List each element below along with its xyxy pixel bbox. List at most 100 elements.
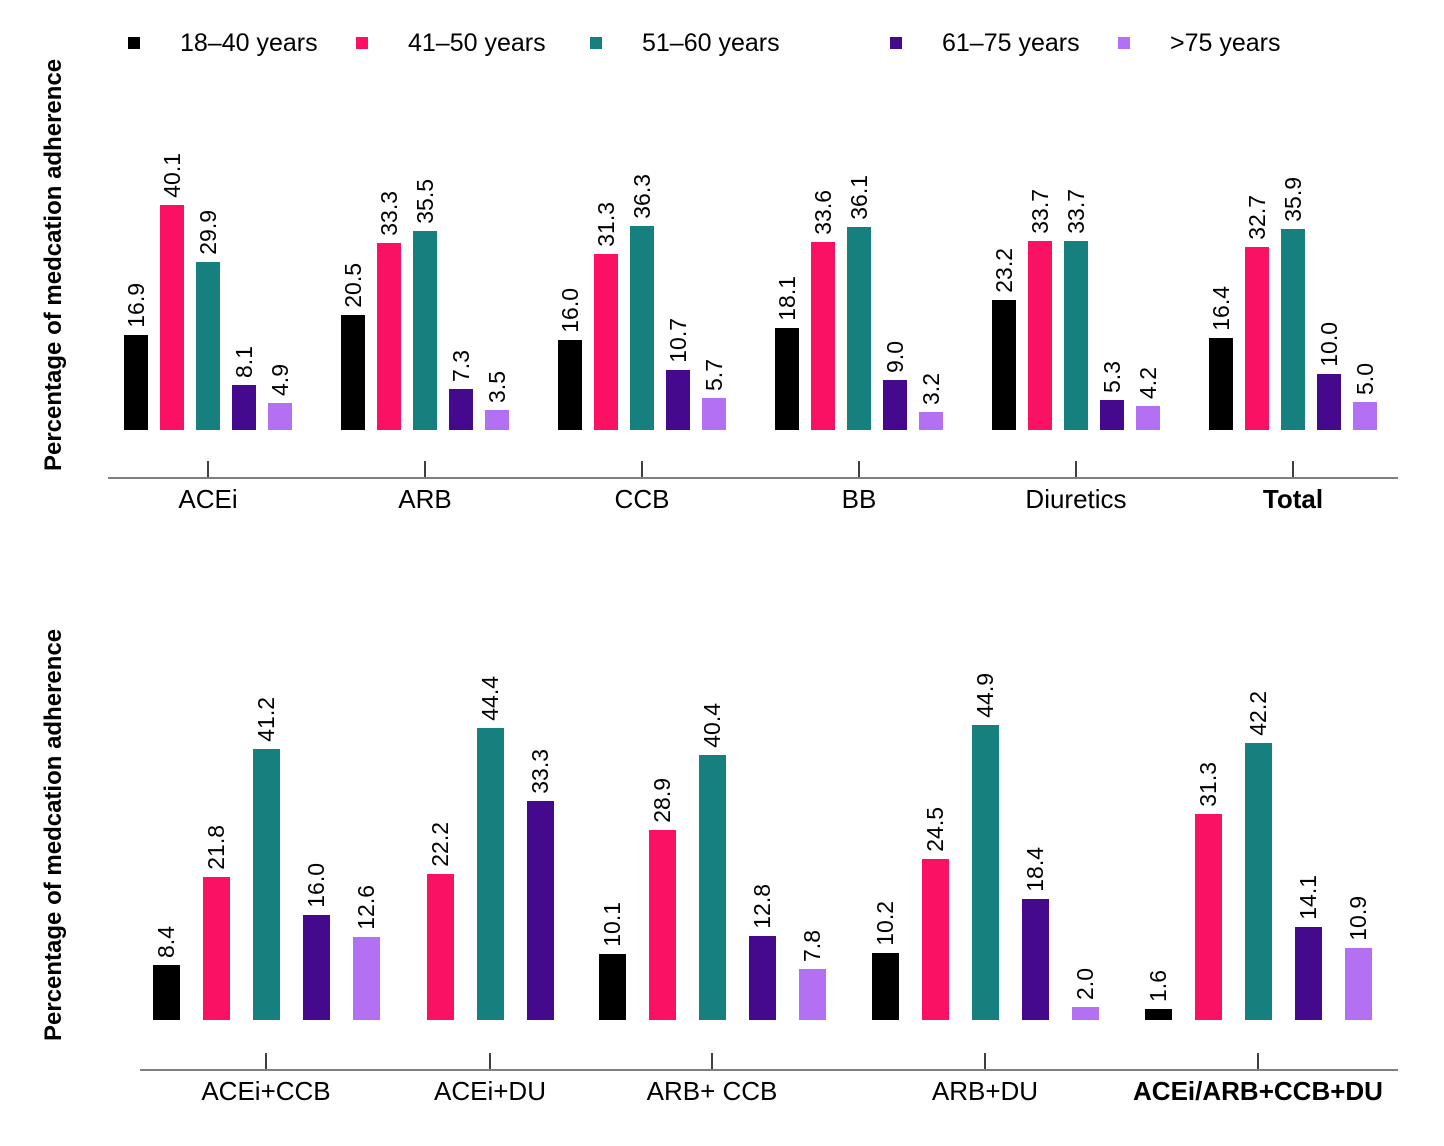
bar-value-label: 4.2 bbox=[1135, 367, 1161, 399]
bar bbox=[1209, 338, 1233, 430]
bar bbox=[160, 205, 184, 430]
bar-value-label: 22.2 bbox=[427, 822, 453, 867]
bar bbox=[702, 398, 726, 430]
category-label: ACEi+CCB bbox=[201, 1076, 331, 1106]
bar bbox=[1021, 899, 1049, 1020]
bar bbox=[630, 226, 654, 430]
bar-value-label: 23.2 bbox=[991, 248, 1017, 293]
bar-value-label: 8.1 bbox=[231, 346, 257, 378]
bar-value-label: 32.7 bbox=[1244, 195, 1270, 240]
bar-value-label: 36.1 bbox=[846, 175, 872, 220]
bar-value-label: 44.4 bbox=[477, 676, 503, 721]
category-label: ACEi bbox=[178, 484, 238, 514]
bar-value-label: 14.1 bbox=[1295, 875, 1321, 920]
legend-item-label: 41–50 years bbox=[408, 28, 546, 57]
legend-item: >75 years bbox=[1118, 29, 1281, 57]
bar-value-label: 10.7 bbox=[665, 318, 691, 363]
bar bbox=[1344, 948, 1372, 1020]
category-label: ARB+ CCB bbox=[646, 1076, 778, 1106]
x-axis-line bbox=[108, 477, 1398, 479]
bar bbox=[1136, 406, 1160, 430]
bar-value-label: 16.0 bbox=[303, 863, 329, 908]
bar-value-label: 18.4 bbox=[1022, 847, 1048, 892]
bar-value-label: 10.9 bbox=[1345, 896, 1371, 941]
bar-value-label: 20.5 bbox=[340, 263, 366, 308]
bar bbox=[811, 242, 835, 430]
bar bbox=[352, 937, 380, 1020]
bar bbox=[232, 385, 256, 430]
bar bbox=[152, 965, 180, 1020]
legend-swatch bbox=[890, 37, 902, 49]
bar-value-label: 10.1 bbox=[599, 902, 625, 947]
bar bbox=[992, 300, 1016, 430]
category-label: BB bbox=[841, 484, 877, 514]
bar-value-label: 5.0 bbox=[1352, 363, 1378, 395]
axis-tick bbox=[489, 1053, 491, 1069]
bar bbox=[971, 725, 999, 1020]
category-label: ACEi/ARB+CCB+DU bbox=[1133, 1076, 1383, 1106]
bar bbox=[698, 755, 726, 1020]
bar-value-label: 35.5 bbox=[412, 179, 438, 224]
bar-value-label: 33.3 bbox=[376, 191, 402, 236]
bar-value-label: 33.6 bbox=[810, 190, 836, 235]
bar bbox=[1294, 927, 1322, 1020]
legend-item: 18–40 years bbox=[128, 29, 318, 57]
axis-tick bbox=[711, 1053, 713, 1069]
legend-swatch bbox=[1118, 37, 1130, 49]
bar bbox=[196, 262, 220, 430]
x-axis-line bbox=[140, 1069, 1398, 1071]
legend-swatch bbox=[356, 37, 368, 49]
bar-value-label: 5.3 bbox=[1099, 361, 1125, 393]
bar-value-label: 41.2 bbox=[253, 697, 279, 742]
bar bbox=[202, 877, 230, 1020]
bar-value-label: 5.7 bbox=[701, 359, 727, 391]
bar bbox=[883, 380, 907, 430]
category-label: Diuretics bbox=[1025, 484, 1127, 514]
legend-item-label: 51–60 years bbox=[642, 28, 780, 57]
bar-value-label: 29.9 bbox=[195, 210, 221, 255]
axis-tick bbox=[641, 461, 643, 477]
bar-value-label: 10.0 bbox=[1316, 322, 1342, 367]
bar-value-label: 42.2 bbox=[1245, 691, 1271, 736]
bar bbox=[476, 728, 504, 1020]
y-axis-label-bottom: Percentage of medcation adherence bbox=[40, 628, 67, 1042]
y-axis-label-top: Percentage of medcation adherence bbox=[40, 58, 67, 472]
bar bbox=[526, 801, 554, 1020]
axis-tick bbox=[265, 1053, 267, 1069]
bar-value-label: 28.9 bbox=[649, 778, 675, 823]
bar-value-label: 12.6 bbox=[353, 885, 379, 930]
bar-value-label: 33.3 bbox=[527, 749, 553, 794]
axis-tick bbox=[1075, 461, 1077, 477]
bar bbox=[1194, 814, 1222, 1020]
axis-tick bbox=[984, 1053, 986, 1069]
axis-tick bbox=[424, 461, 426, 477]
bar-value-label: 10.2 bbox=[872, 901, 898, 946]
category-label: ARB bbox=[398, 484, 452, 514]
bar bbox=[1353, 402, 1377, 430]
bar-value-label: 31.3 bbox=[593, 202, 619, 247]
bar-value-label: 24.5 bbox=[922, 807, 948, 852]
legend-swatch bbox=[128, 37, 140, 49]
bar bbox=[594, 254, 618, 430]
bar bbox=[485, 410, 509, 430]
axis-tick bbox=[207, 461, 209, 477]
bar bbox=[341, 315, 365, 430]
bar-value-label: 16.9 bbox=[123, 283, 149, 328]
bar-value-label: 40.4 bbox=[699, 703, 725, 748]
bar bbox=[1281, 229, 1305, 430]
category-label: CCB bbox=[614, 484, 670, 514]
bar bbox=[921, 859, 949, 1020]
bar bbox=[871, 953, 899, 1020]
legend-item: 41–50 years bbox=[356, 28, 546, 57]
bar-value-label: 35.9 bbox=[1280, 177, 1306, 222]
bar bbox=[558, 340, 582, 430]
bar bbox=[1245, 247, 1269, 430]
bar-value-label: 18.1 bbox=[774, 276, 800, 321]
bar-value-label: 40.1 bbox=[159, 153, 185, 198]
bar bbox=[413, 231, 437, 430]
bar-value-label: 3.2 bbox=[918, 373, 944, 405]
bar bbox=[377, 243, 401, 430]
bar bbox=[124, 335, 148, 430]
axis-tick bbox=[1257, 1053, 1259, 1069]
